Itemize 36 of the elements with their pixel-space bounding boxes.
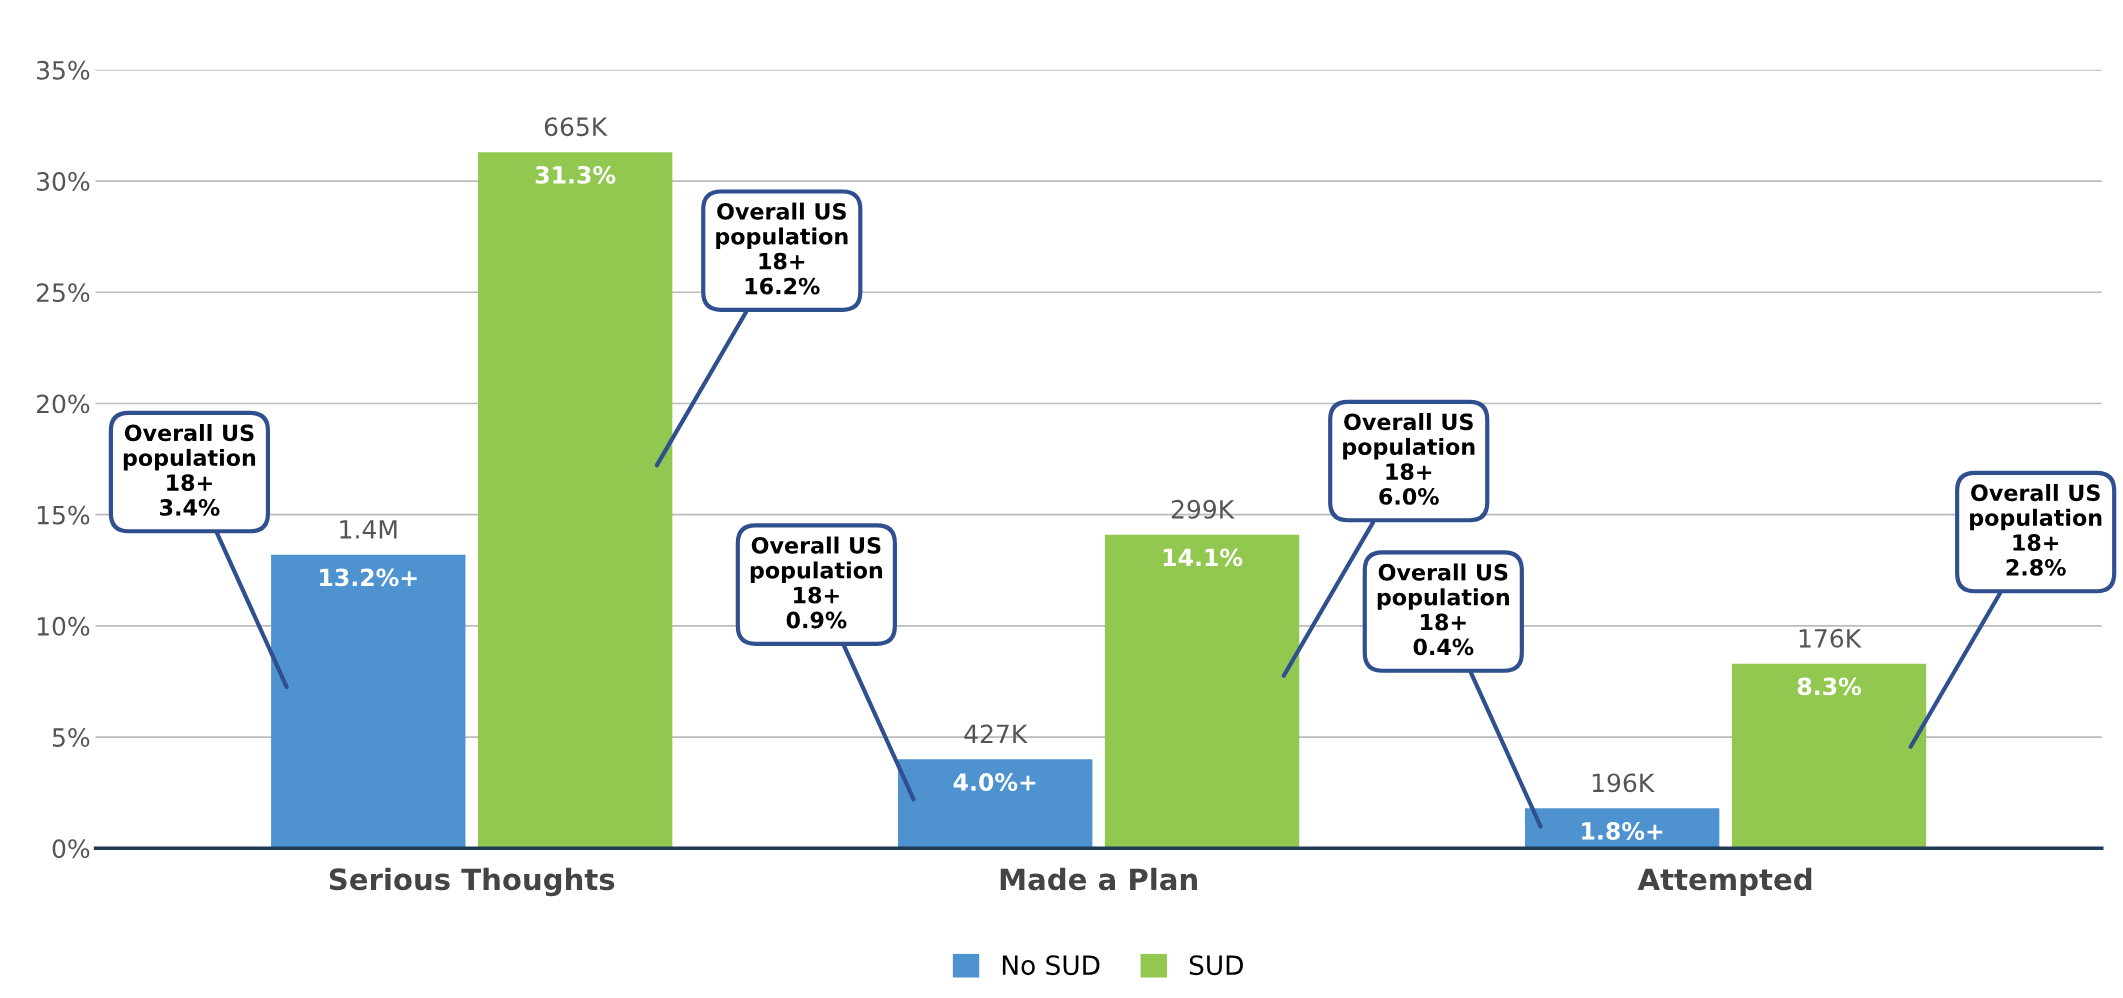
y-tick-label: 15% [37,505,90,525]
y-tick-label: 30% [37,172,90,191]
y-tick-label: 20% [36,394,90,414]
data-label: 31.3% [535,165,616,184]
annotation: Overall US population 18+ 16.2% [716,202,848,295]
y-tick-label: 10% [37,616,90,636]
data-label: 1.8%+ [1582,822,1663,840]
x-tick-label: Attempted [1637,867,1812,896]
y-tick-label: 5% [52,728,90,747]
y-tick-label: 0% [52,839,90,859]
bar [1731,663,1927,849]
bar [1104,534,1300,849]
y-tick-label: 25% [36,283,90,303]
bar [271,554,466,849]
data-label: 8.3% [1797,677,1862,696]
legend-label: No SUD [1002,955,1100,976]
annotation: Overall US population 18+ 0.9% [750,536,883,629]
bar [477,152,673,849]
annotation: Overall US population 18+ 2.8% [1970,483,2102,576]
bar [898,759,1093,849]
annotation: 665K [544,117,608,137]
annotation: 196K [1592,773,1655,793]
annotation: 176K [1799,628,1862,648]
x-tick-label: Made a Plan [1000,867,1197,891]
annotation: 427K [964,724,1028,744]
data-label: 13.2%+ [320,568,417,587]
x-tick-label: Serious Thoughts [329,867,615,897]
annotation: Overall US population 18+ 0.4% [1377,563,1509,656]
legend-label: SUD [1189,955,1243,976]
data-label: 4.0%+ [953,773,1036,791]
data-label: 14.1% [1163,548,1243,567]
annotation: Overall US population 18+ 3.4% [123,424,256,516]
annotation: 299K [1171,499,1235,519]
y-tick-label: 35% [37,60,90,80]
annotation: 1.4M [340,520,397,539]
annotation: Overall US population 18+ 6.0% [1343,412,1475,505]
